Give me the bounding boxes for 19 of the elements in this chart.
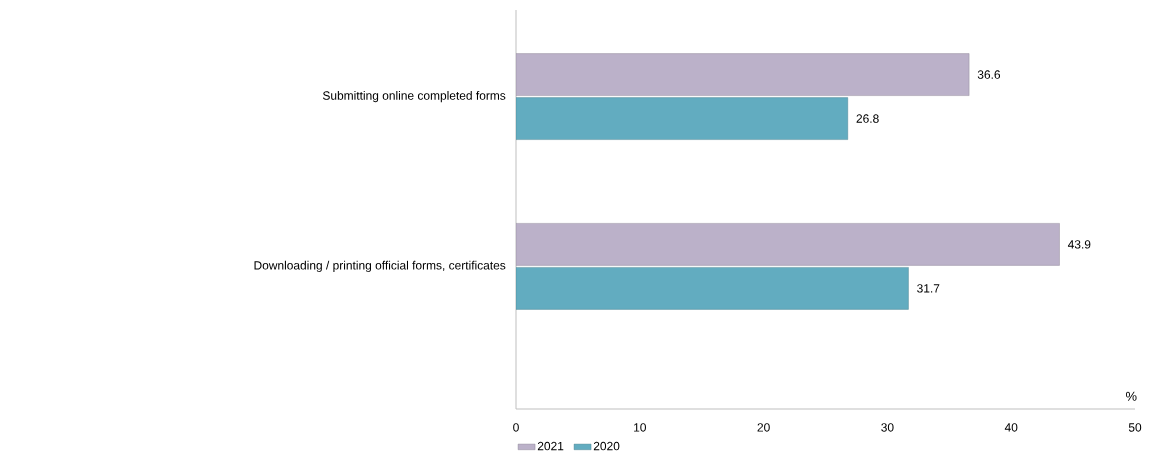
bar (516, 97, 848, 140)
x-tick-label: 0 (513, 423, 519, 432)
x-tick-label: 50 (1128, 423, 1142, 432)
y-tick-label: Downloading / printing official forms, certificates (254, 260, 506, 272)
bar (516, 223, 1060, 266)
data-label: 26.8 (856, 114, 879, 123)
data-label: 36.6 (977, 70, 1001, 79)
x-tick-label: 10 (634, 423, 646, 432)
data-label: 31.7 (917, 284, 940, 293)
legend-label: 2021 (537, 441, 564, 451)
legend-label: 2020 (593, 441, 620, 451)
x-tick-label: 20 (757, 423, 770, 432)
y-tick-label: Submitting online completed forms (322, 91, 506, 103)
x-axis-title: % (1125, 391, 1137, 401)
data-label: 43.9 (1067, 240, 1091, 249)
x-tick-label: 40 (1004, 423, 1018, 432)
bar (516, 53, 970, 96)
x-tick-label: 30 (881, 423, 894, 432)
bar (516, 267, 909, 310)
